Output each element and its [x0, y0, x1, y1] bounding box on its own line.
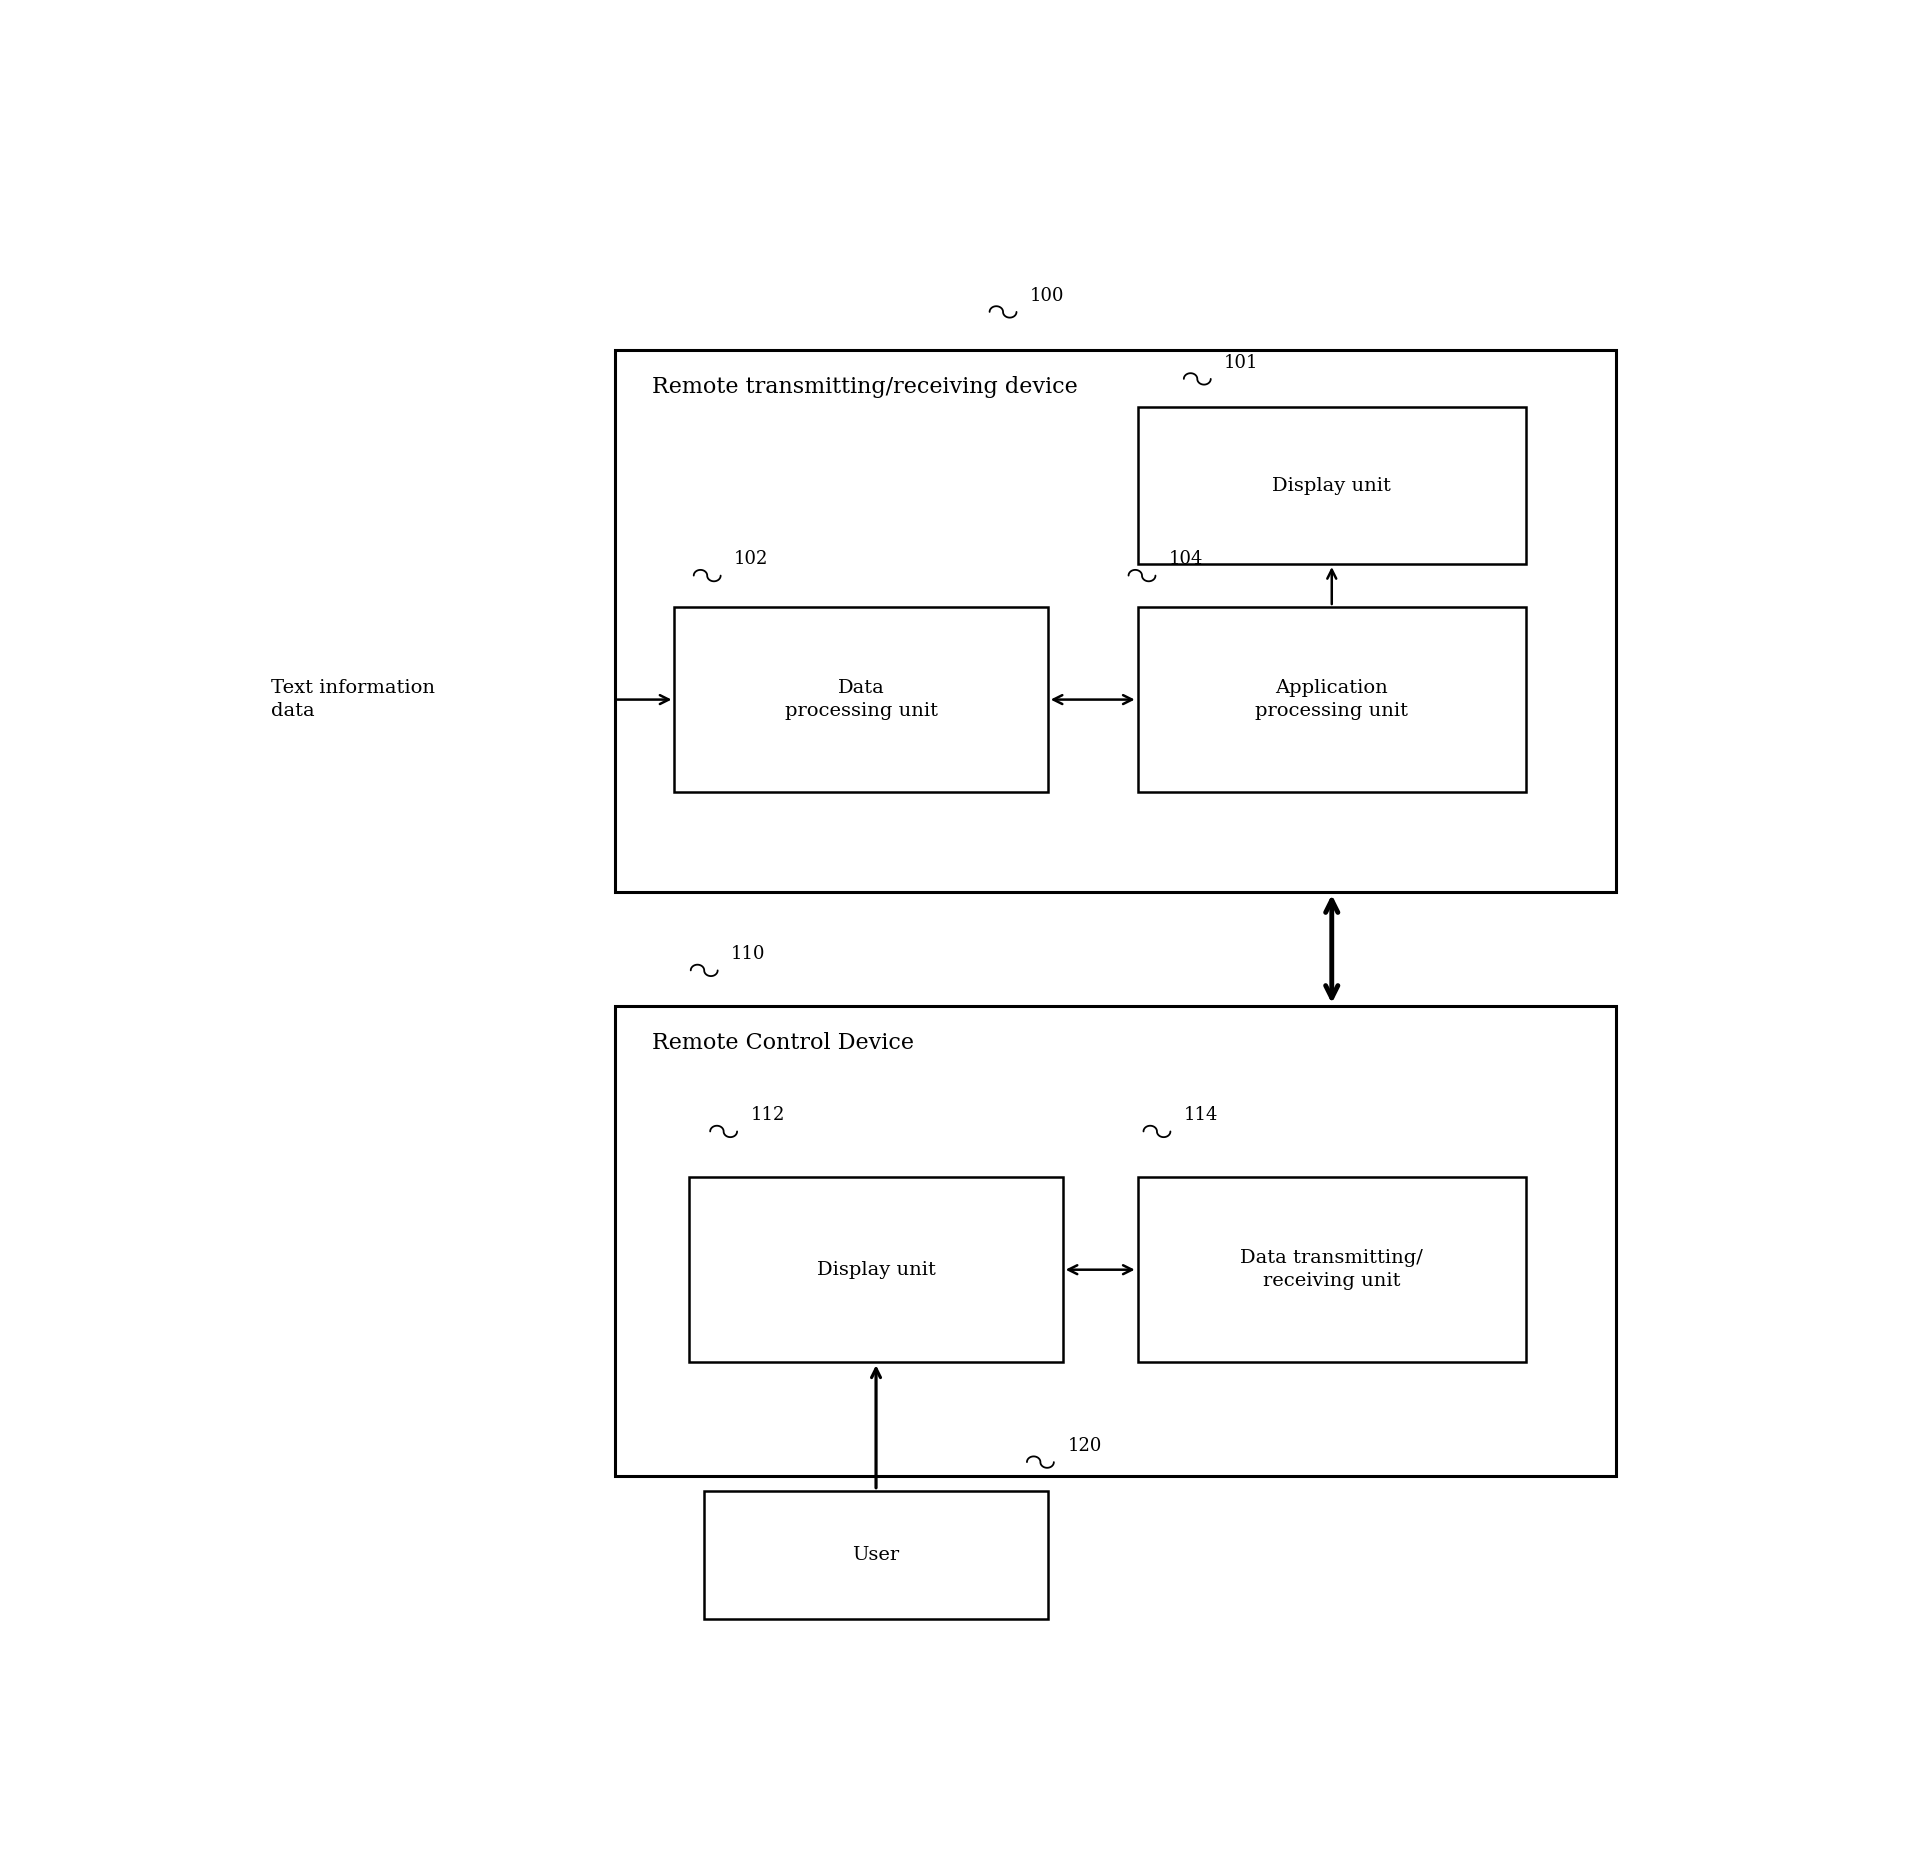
Text: Display unit: Display unit [817, 1261, 935, 1279]
Bar [1138, 607, 1527, 792]
Bar [1138, 407, 1527, 565]
Text: 104: 104 [1168, 550, 1203, 568]
Text: 110: 110 [731, 946, 765, 963]
Text: Data
processing unit: Data processing unit [785, 679, 937, 720]
Text: 114: 114 [1184, 1107, 1218, 1124]
Text: Remote Control Device: Remote Control Device [652, 1031, 914, 1053]
Text: 100: 100 [1030, 287, 1064, 305]
Bar [690, 1177, 1062, 1362]
Bar [615, 1007, 1616, 1477]
Text: Remote transmitting/receiving device: Remote transmitting/receiving device [652, 376, 1078, 398]
Bar [704, 1490, 1049, 1620]
Bar [615, 350, 1616, 892]
Text: 112: 112 [750, 1107, 785, 1124]
Text: 120: 120 [1068, 1436, 1101, 1455]
Text: User: User [852, 1546, 900, 1564]
Text: Display unit: Display unit [1272, 478, 1392, 494]
Bar [675, 607, 1049, 792]
Text: Application
processing unit: Application processing unit [1255, 679, 1407, 720]
Text: Text information
data: Text information data [270, 679, 436, 720]
Text: 101: 101 [1224, 354, 1259, 372]
Bar [1138, 1177, 1527, 1362]
Text: 102: 102 [735, 550, 769, 568]
Text: Data transmitting/
receiving unit: Data transmitting/ receiving unit [1240, 1249, 1423, 1290]
